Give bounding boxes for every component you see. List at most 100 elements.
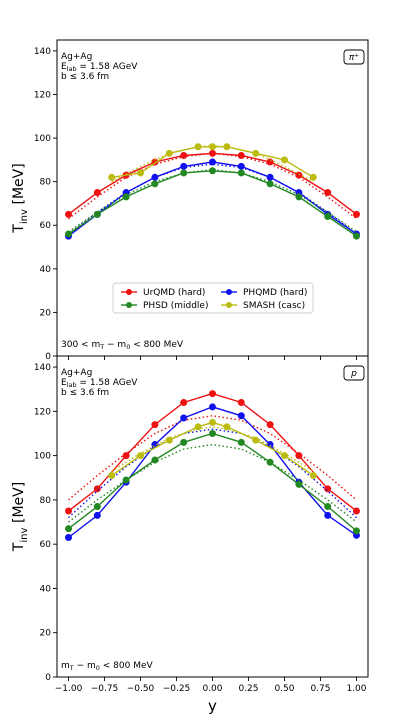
legend-entry: PHQMD (hard) xyxy=(243,288,307,298)
data-point-SMASH xyxy=(252,436,260,444)
data-point-PHSD xyxy=(122,476,130,484)
legend-entry: UrQMD (hard) xyxy=(143,288,205,298)
data-point-SMASH xyxy=(108,472,116,480)
y-tick-label: 60 xyxy=(40,540,52,550)
x-tick-label: 0.50 xyxy=(274,684,294,694)
data-point-SMASH xyxy=(309,472,317,480)
data-point-PHQMD xyxy=(180,414,188,422)
y-tick-label: 40 xyxy=(40,584,52,594)
x-tick-label: 0.25 xyxy=(238,684,258,694)
y-tick-label: 80 xyxy=(40,496,52,506)
data-point-PHQMD xyxy=(266,173,274,181)
data-point-PHSD xyxy=(180,438,188,446)
data-point-UrQMD xyxy=(122,452,130,460)
data-point-PHSD xyxy=(266,180,274,188)
y-tick-label: 20 xyxy=(40,629,52,639)
data-point-SMASH xyxy=(137,169,145,177)
data-point-SMASH xyxy=(223,143,231,151)
data-point-SMASH xyxy=(108,173,116,181)
y-axis-label: Tinv​ [MeV] xyxy=(11,482,30,552)
data-point-PHQMD xyxy=(151,173,159,181)
data-point-UrQMD xyxy=(180,398,188,406)
annotation-line: Ag+Ag xyxy=(61,368,92,378)
legend-swatch-marker xyxy=(126,302,132,308)
data-point-UrQMD xyxy=(65,507,73,515)
y-axis-label: Tinv​ [MeV] xyxy=(11,163,30,233)
data-point-PHSD xyxy=(295,480,303,488)
data-point-PHQMD xyxy=(209,158,216,166)
data-point-UrQMD xyxy=(93,485,101,493)
data-point-PHSD xyxy=(324,213,332,221)
data-point-UrQMD xyxy=(180,152,188,160)
data-point-UrQMD xyxy=(65,210,73,218)
data-point-UrQMD xyxy=(266,421,274,429)
data-point-PHQMD xyxy=(180,162,188,170)
data-point-UrQMD xyxy=(324,485,332,493)
kinematic-cut-label: 300 < mT​ − m0​ < 800 MeV xyxy=(61,340,184,351)
data-point-SMASH xyxy=(280,156,288,164)
y-tick-label: 120 xyxy=(34,90,51,100)
data-point-UrQMD xyxy=(237,152,245,160)
data-point-PHSD xyxy=(151,180,159,188)
y-tick-label: 100 xyxy=(34,452,51,462)
data-point-PHSD xyxy=(352,232,360,240)
fit-line-PHSD xyxy=(68,168,357,233)
data-point-PHQMD xyxy=(93,511,101,519)
data-point-SMASH xyxy=(194,143,202,151)
data-point-SMASH xyxy=(194,423,202,431)
data-point-PHSD xyxy=(237,169,245,177)
data-point-PHSD xyxy=(352,527,360,535)
data-point-PHQMD xyxy=(65,534,73,542)
data-point-PHSD xyxy=(209,167,216,175)
x-tick-label: −0.50 xyxy=(127,684,155,694)
particle-label: π⁺ xyxy=(349,53,359,63)
y-tick-label: 60 xyxy=(40,221,52,231)
annotation-line: Elab​ = 1.58 AGeV xyxy=(61,62,138,73)
x-tick-label: −0.25 xyxy=(163,684,191,694)
y-tick-label: 120 xyxy=(34,407,51,417)
data-point-SMASH xyxy=(209,143,216,151)
y-tick-label: 100 xyxy=(34,134,51,144)
data-point-PHSD xyxy=(151,456,159,464)
data-point-UrQMD xyxy=(209,149,216,157)
x-tick-label: −0.75 xyxy=(91,684,119,694)
data-point-SMASH xyxy=(223,423,231,431)
annotation-line: Ag+Ag xyxy=(61,52,92,62)
data-point-PHQMD xyxy=(237,412,245,420)
data-point-PHSD xyxy=(209,429,216,437)
fit-line-PHQMD xyxy=(68,428,357,519)
legend-entry: SMASH (casc) xyxy=(243,301,305,311)
panel-proton: 0 20 40 60 80 100 120 140 −1.00 −0.75 −0.50 −0.25 0.… xyxy=(11,355,369,715)
data-point-PHSD xyxy=(93,503,101,511)
annotation-line: b ≤ 3.6 fm xyxy=(61,72,109,82)
panel-pion: 0 20 40 60 80 100 120 140 Tinv​ [MeV] Ag+AgElab​ … xyxy=(11,39,369,362)
legend-entry: PHSD (middle) xyxy=(143,301,208,311)
data-point-UrQMD xyxy=(295,452,303,460)
data-point-PHQMD xyxy=(324,511,332,519)
data-point-SMASH xyxy=(209,418,216,426)
particle-label-box xyxy=(343,365,365,381)
particle-label: p xyxy=(350,369,357,379)
data-point-UrQMD xyxy=(266,158,274,166)
data-point-SMASH xyxy=(165,149,173,157)
y-tick-label: 140 xyxy=(34,47,51,57)
data-point-PHQMD xyxy=(237,162,245,170)
fit-line-PHSD xyxy=(68,443,357,523)
legend-swatch-marker xyxy=(226,289,232,295)
data-point-UrQMD xyxy=(209,390,216,398)
data-point-PHSD xyxy=(324,503,332,511)
particle-label-box xyxy=(343,49,365,65)
y-tick-label: 40 xyxy=(40,265,52,275)
data-point-UrQMD xyxy=(352,507,360,515)
data-point-SMASH xyxy=(137,452,145,460)
legend-box xyxy=(112,282,314,314)
x-tick-label: −1.00 xyxy=(55,684,83,694)
data-point-PHSD xyxy=(93,210,101,218)
y-tick-label: 20 xyxy=(40,308,52,318)
legend-swatch-marker xyxy=(126,289,132,295)
data-point-UrQMD xyxy=(324,189,332,197)
legend-swatch-marker xyxy=(226,302,232,308)
x-tick-label: 1.00 xyxy=(346,684,366,694)
data-point-UrQMD xyxy=(295,171,303,179)
